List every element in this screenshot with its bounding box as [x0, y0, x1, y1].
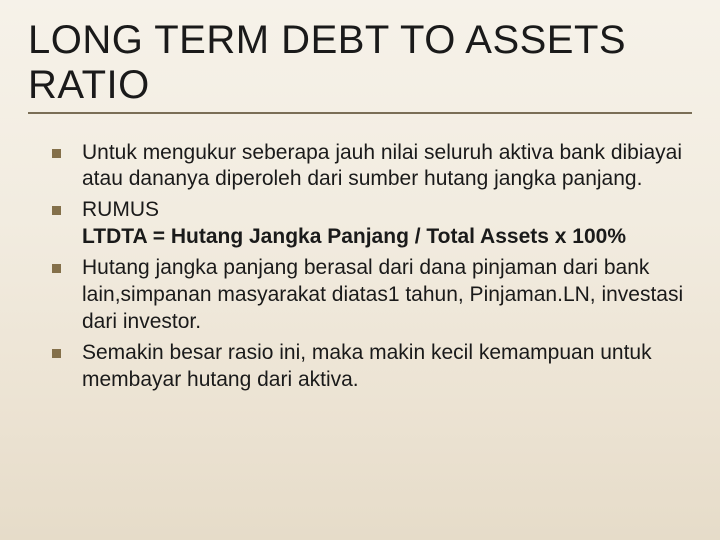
list-item: Untuk mengukur seberapa jauh nilai selur…: [52, 140, 686, 194]
bullet-text: RUMUS: [82, 198, 159, 221]
bullet-list: Untuk mengukur seberapa jauh nilai selur…: [28, 140, 692, 394]
title-underline: [28, 112, 692, 114]
list-item: RUMUS LTDTA = Hutang Jangka Panjang / To…: [52, 197, 686, 251]
list-item: Hutang jangka panjang berasal dari dana …: [52, 255, 686, 336]
bullet-text: Untuk mengukur seberapa jauh nilai selur…: [82, 141, 682, 191]
bullet-text: Semakin besar rasio ini, maka makin keci…: [82, 341, 652, 391]
formula-text: LTDTA = Hutang Jangka Panjang / Total As…: [82, 225, 626, 248]
list-item: Semakin besar rasio ini, maka makin keci…: [52, 340, 686, 394]
slide-title: LONG TERM DEBT TO ASSETS RATIO: [28, 18, 692, 108]
bullet-text: Hutang jangka panjang berasal dari dana …: [82, 256, 683, 333]
slide: LONG TERM DEBT TO ASSETS RATIO Untuk men…: [0, 0, 720, 540]
